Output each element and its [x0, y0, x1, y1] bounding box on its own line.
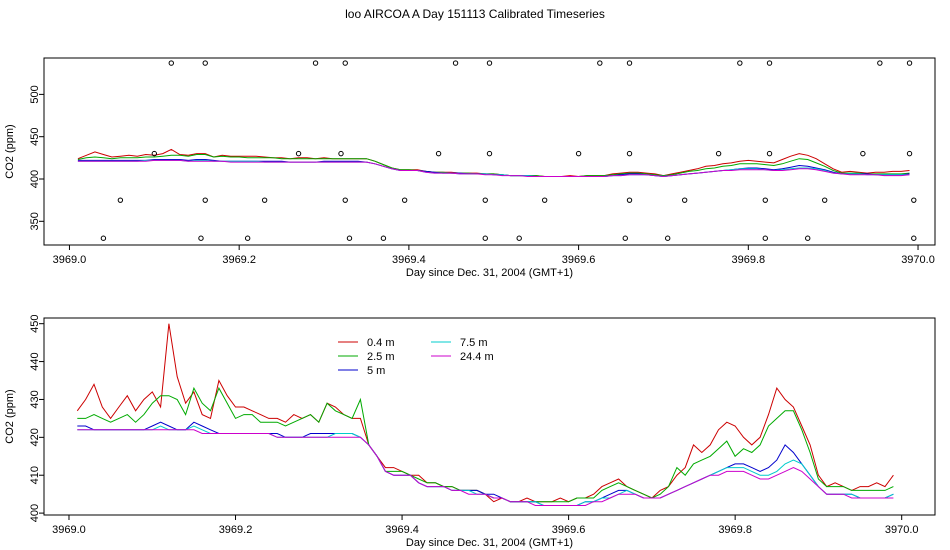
x-tick-label: 3969.6 [562, 254, 596, 266]
data-point [401, 197, 408, 203]
y-tick-label: 430 [29, 390, 41, 408]
data-point [482, 197, 488, 203]
series-line-2-3 [77, 421, 894, 506]
data-point [486, 150, 493, 157]
data-point [342, 60, 348, 66]
x-tick-label: 3969.2 [219, 524, 253, 536]
x-tick-label: 3969.4 [392, 254, 426, 266]
data-point [244, 235, 251, 241]
data-point [622, 235, 628, 241]
data-point [482, 235, 488, 241]
data-point [117, 197, 124, 203]
data-point [541, 197, 548, 203]
data-point [877, 60, 883, 66]
data-point [911, 197, 917, 203]
y-tick-label: 450 [29, 315, 41, 333]
x-axis-label: Day since Dec. 31, 2004 (GMT+1) [406, 267, 573, 279]
data-point [626, 197, 633, 203]
y-tick-label: 400 [29, 504, 41, 522]
data-point [295, 150, 302, 157]
data-point [338, 150, 344, 157]
data-point [626, 60, 633, 66]
data-point [312, 60, 319, 66]
data-point [906, 60, 913, 66]
x-tick-label: 3969.6 [552, 524, 586, 536]
legend-label: 24.4 m [460, 351, 494, 363]
series-line-1-5 [77, 159, 910, 178]
series-line-2-5 [77, 429, 894, 506]
data-point [100, 235, 107, 241]
y-tick-label: 350 [29, 212, 41, 230]
plot-frame-2 [43, 317, 936, 516]
x-tick-label: 3969.2 [222, 254, 256, 266]
data-point [597, 60, 603, 66]
data-point [805, 235, 811, 241]
x-tick-label: 3969.0 [53, 254, 87, 266]
data-point [626, 150, 633, 157]
x-tick-label: 3969.0 [52, 524, 86, 536]
data-point [821, 197, 828, 203]
data-point [737, 60, 743, 66]
data-point [766, 60, 773, 66]
data-point [151, 150, 158, 157]
y-tick-label: 500 [29, 85, 41, 103]
y-tick-label: 450 [29, 128, 41, 146]
x-tick-label: 3969.8 [718, 524, 752, 536]
chart-title: loo AIRCOA A Day 151113 Calibrated Times… [345, 7, 605, 21]
data-point [665, 235, 671, 241]
y-tick-label: 410 [29, 466, 41, 484]
x-tick-label: 3970.0 [901, 254, 935, 266]
data-point [342, 197, 348, 203]
plot-frame-1 [43, 57, 936, 246]
legend-label: 2.5 m [367, 351, 395, 363]
data-point [486, 60, 493, 66]
data-point [860, 150, 866, 157]
data-point [380, 235, 387, 241]
data-point [762, 197, 768, 203]
data-point [198, 235, 204, 241]
y-tick-label: 420 [29, 428, 41, 446]
data-point [261, 197, 268, 203]
data-point [202, 197, 208, 203]
series-line-1-2 [77, 154, 910, 177]
data-point [168, 60, 174, 66]
data-point [575, 150, 582, 157]
x-axis-label: Day since Dec. 31, 2004 (GMT+1) [406, 537, 573, 549]
data-point [516, 235, 522, 241]
data-point [906, 150, 913, 157]
legend-label: 7.5 m [460, 337, 488, 349]
x-tick-label: 3969.8 [731, 254, 765, 266]
y-axis-label: CO2 (ppm) [4, 389, 16, 443]
data-point [452, 60, 459, 66]
legend-label: 0.4 m [367, 337, 395, 349]
data-point [911, 235, 917, 241]
data-point [681, 197, 688, 203]
data-point [202, 60, 208, 66]
y-axis-label: CO2 (ppm) [4, 124, 16, 178]
x-tick-label: 3969.4 [385, 524, 419, 536]
y-tick-label: 440 [29, 352, 41, 370]
data-point [766, 150, 773, 157]
data-point [715, 150, 722, 157]
data-point [762, 235, 768, 241]
data-point [346, 235, 353, 241]
data-point [435, 150, 442, 157]
legend-label: 5 m [367, 365, 385, 377]
y-tick-label: 400 [29, 170, 41, 188]
x-tick-label: 3970.0 [885, 524, 919, 536]
